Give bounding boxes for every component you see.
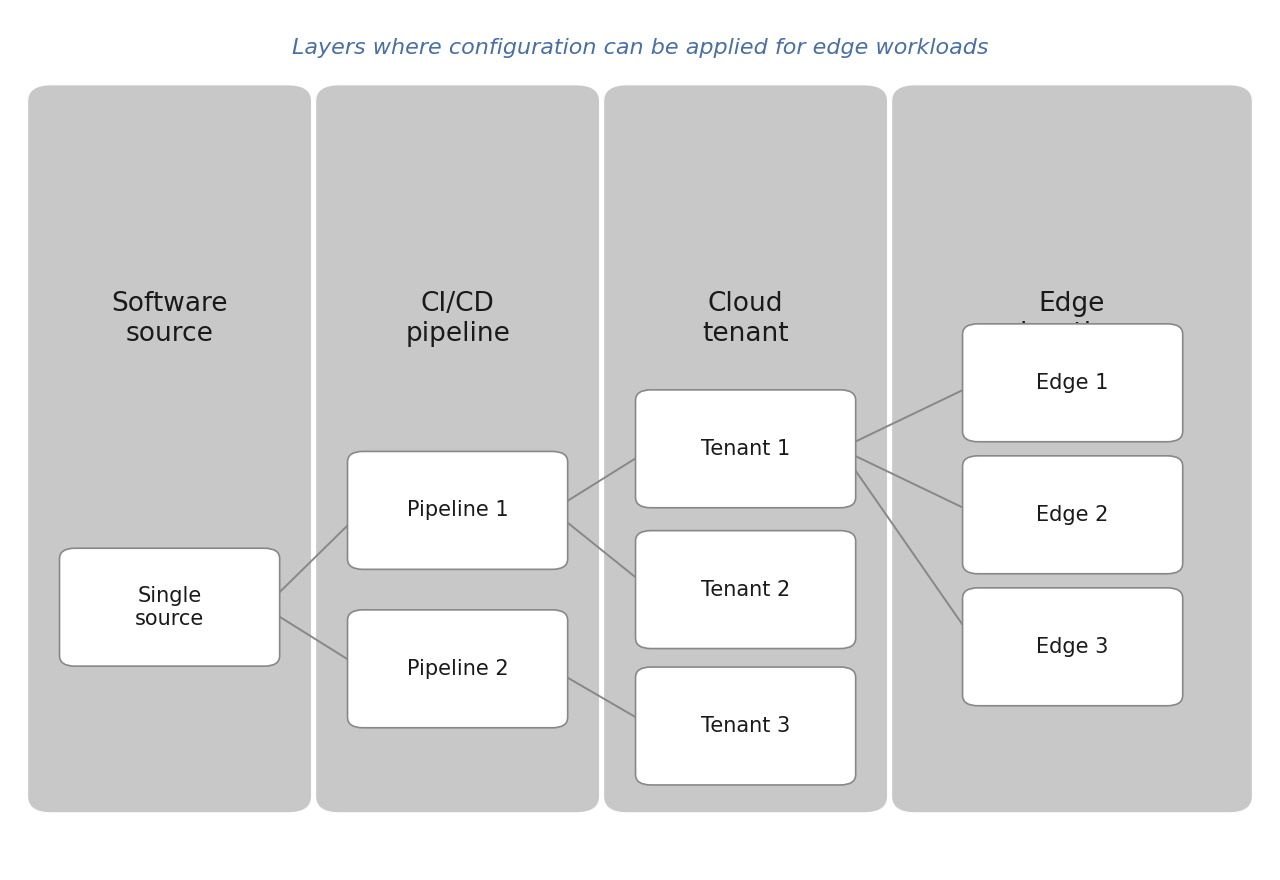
Text: Tenant 3: Tenant 3: [701, 716, 790, 736]
Text: Pipeline 2: Pipeline 2: [407, 659, 508, 678]
FancyBboxPatch shape: [636, 531, 856, 649]
FancyBboxPatch shape: [604, 85, 887, 812]
Text: Tenant 1: Tenant 1: [701, 439, 790, 458]
Text: Edge 1: Edge 1: [1037, 373, 1108, 392]
FancyBboxPatch shape: [636, 667, 856, 785]
Text: Edge 2: Edge 2: [1037, 505, 1108, 524]
Text: CI/CD
pipeline: CI/CD pipeline: [406, 290, 509, 347]
Text: Edge 3: Edge 3: [1037, 637, 1108, 656]
FancyBboxPatch shape: [316, 85, 599, 812]
FancyBboxPatch shape: [60, 548, 280, 666]
FancyBboxPatch shape: [963, 588, 1183, 706]
FancyBboxPatch shape: [892, 85, 1252, 812]
Text: Cloud
tenant: Cloud tenant: [703, 290, 788, 347]
FancyBboxPatch shape: [636, 390, 856, 508]
FancyBboxPatch shape: [348, 451, 568, 569]
Text: Tenant 2: Tenant 2: [701, 580, 790, 599]
Text: Edge
location: Edge location: [1019, 290, 1125, 347]
Text: Software
source: Software source: [111, 290, 228, 347]
FancyBboxPatch shape: [963, 324, 1183, 442]
FancyBboxPatch shape: [348, 610, 568, 728]
FancyBboxPatch shape: [963, 456, 1183, 574]
Text: Single
source: Single source: [134, 585, 205, 629]
Text: Layers where configuration can be applied for edge workloads: Layers where configuration can be applie…: [292, 39, 988, 58]
Text: Pipeline 1: Pipeline 1: [407, 501, 508, 520]
FancyBboxPatch shape: [28, 85, 311, 812]
